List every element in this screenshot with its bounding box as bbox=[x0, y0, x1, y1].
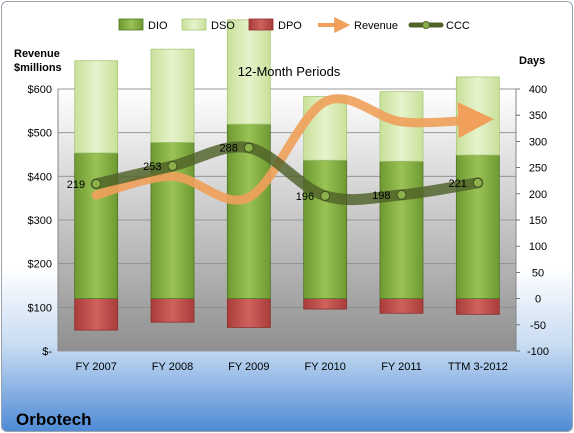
right-tick-label: 250 bbox=[529, 163, 547, 175]
bar-dio bbox=[455, 154, 500, 300]
legend-label-dpo: DPO bbox=[278, 20, 302, 32]
chart-title: 12-Month Periods bbox=[238, 64, 341, 79]
right-axis-title: Days bbox=[519, 55, 545, 67]
ccc-data-label: 196 bbox=[296, 191, 314, 203]
right-tick-label: 50 bbox=[532, 267, 544, 279]
legend-swatch-dso bbox=[181, 18, 207, 31]
ccc-data-label: 198 bbox=[372, 190, 390, 202]
ccc-point bbox=[320, 190, 331, 201]
right-tick-label: 200 bbox=[529, 189, 547, 201]
x-tick-label: FY 2011 bbox=[381, 361, 422, 373]
legend-swatch-dpo bbox=[248, 18, 274, 31]
legend-item-revenue: Revenue bbox=[318, 17, 398, 33]
left-axis-title-line2: $millions bbox=[14, 62, 62, 74]
right-tick-label: 400 bbox=[529, 84, 547, 96]
ccc-data-label: 219 bbox=[67, 179, 85, 191]
legend-swatch-dio bbox=[118, 18, 144, 31]
bar-dso bbox=[226, 19, 271, 125]
x-tick-label: FY 2009 bbox=[228, 361, 269, 373]
legend-label-dso: DSO bbox=[211, 20, 235, 32]
left-tick-label: $200 bbox=[28, 259, 52, 271]
x-tick-label: FY 2010 bbox=[304, 361, 345, 373]
ccc-point bbox=[167, 161, 178, 172]
x-tick-label: FY 2008 bbox=[152, 361, 193, 373]
company-name: Orbotech bbox=[16, 410, 92, 429]
ccc-point bbox=[91, 178, 102, 189]
legend-marker-ccc bbox=[422, 21, 430, 29]
legend-item-dpo: DPO bbox=[248, 18, 302, 32]
ccc-data-label: 253 bbox=[143, 161, 161, 173]
right-tick-label: 350 bbox=[529, 110, 547, 122]
lines-layer bbox=[90, 94, 495, 206]
left-tick-label: $100 bbox=[28, 302, 52, 314]
bar-dso bbox=[150, 48, 195, 143]
right-tick-label: 150 bbox=[529, 215, 547, 227]
right-tick-label: 100 bbox=[529, 241, 547, 253]
legend-label-ccc: CCC bbox=[446, 20, 470, 32]
bar-dso bbox=[303, 95, 348, 161]
left-tick-label: $300 bbox=[28, 215, 52, 227]
legend-item-ccc: CCC bbox=[408, 20, 470, 32]
data-labels-layer: 219 253 288 196 198 221 bbox=[67, 143, 467, 203]
legend-label-dio: DIO bbox=[148, 20, 168, 32]
right-tick-label: -100 bbox=[527, 346, 549, 358]
bar-dso bbox=[74, 60, 119, 154]
x-tick-label: FY 2007 bbox=[75, 361, 116, 373]
bar-dio bbox=[379, 160, 424, 299]
ccc-data-label: 221 bbox=[448, 178, 466, 190]
bar-dpo bbox=[150, 298, 195, 323]
left-tick-label: $- bbox=[42, 346, 52, 358]
revenue-line bbox=[91, 94, 495, 205]
left-tick-label: $400 bbox=[28, 171, 52, 183]
left-tick-label: $500 bbox=[28, 128, 52, 140]
x-tick-label: TTM 3-2012 bbox=[448, 361, 508, 373]
right-tick-label: 300 bbox=[529, 136, 547, 148]
right-tick-label: -50 bbox=[530, 320, 546, 332]
legend-item-dso: DSO bbox=[181, 18, 235, 32]
legend-label-revenue: Revenue bbox=[354, 20, 398, 32]
right-tick-label: 0 bbox=[535, 294, 541, 306]
bar-dpo bbox=[226, 298, 271, 328]
ccc-point bbox=[243, 142, 254, 153]
legend: DIO DSO DPO Revenue CCC bbox=[118, 17, 470, 33]
bar-dpo bbox=[303, 298, 348, 310]
left-axis-title-line1: Revenue bbox=[14, 48, 60, 60]
left-tick-label: $600 bbox=[28, 84, 52, 96]
axes-layer: $- $100 $200 $300 $400 $500 $600 -100 -50 0 50 100 1… bbox=[28, 84, 550, 373]
bar-dpo bbox=[74, 298, 119, 331]
ccc-point bbox=[472, 177, 483, 188]
bars-layer bbox=[74, 19, 500, 331]
bar-dpo bbox=[455, 298, 500, 315]
bar-dpo bbox=[379, 298, 424, 314]
legend-item-dio: DIO bbox=[118, 18, 168, 32]
ccc-data-label: 288 bbox=[219, 143, 237, 155]
bar-dio bbox=[303, 159, 348, 300]
ccc-point bbox=[396, 189, 407, 200]
